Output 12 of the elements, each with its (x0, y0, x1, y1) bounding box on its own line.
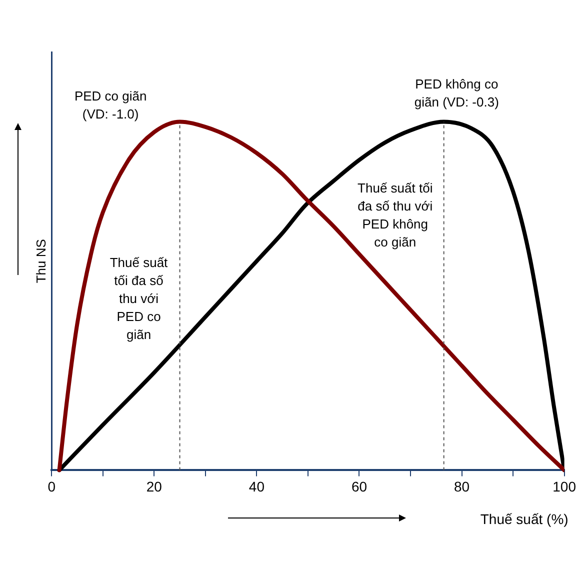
x-tick-label: 20 (146, 478, 162, 494)
x-tick-label: 40 (248, 478, 265, 494)
annotation: Thuế suất tối đa số thu với PED co giãn (110, 255, 168, 342)
text: PED co giãn (VD: -1.0) (74, 88, 147, 122)
annotation: Thuế suất tối đa số thu với PED không co giãn (358, 180, 433, 250)
y-axis-title: Thu NS (33, 238, 48, 284)
x-tick-label: 100 (552, 478, 576, 494)
text: PED không co giãn (VD: -0.3) (414, 76, 499, 110)
x-tick-label: 0 (48, 478, 56, 494)
x-tick-label: 80 (454, 478, 470, 494)
x-axis-title: Thuế suất (%) (480, 511, 568, 528)
x-tick-label: 60 (351, 478, 368, 494)
